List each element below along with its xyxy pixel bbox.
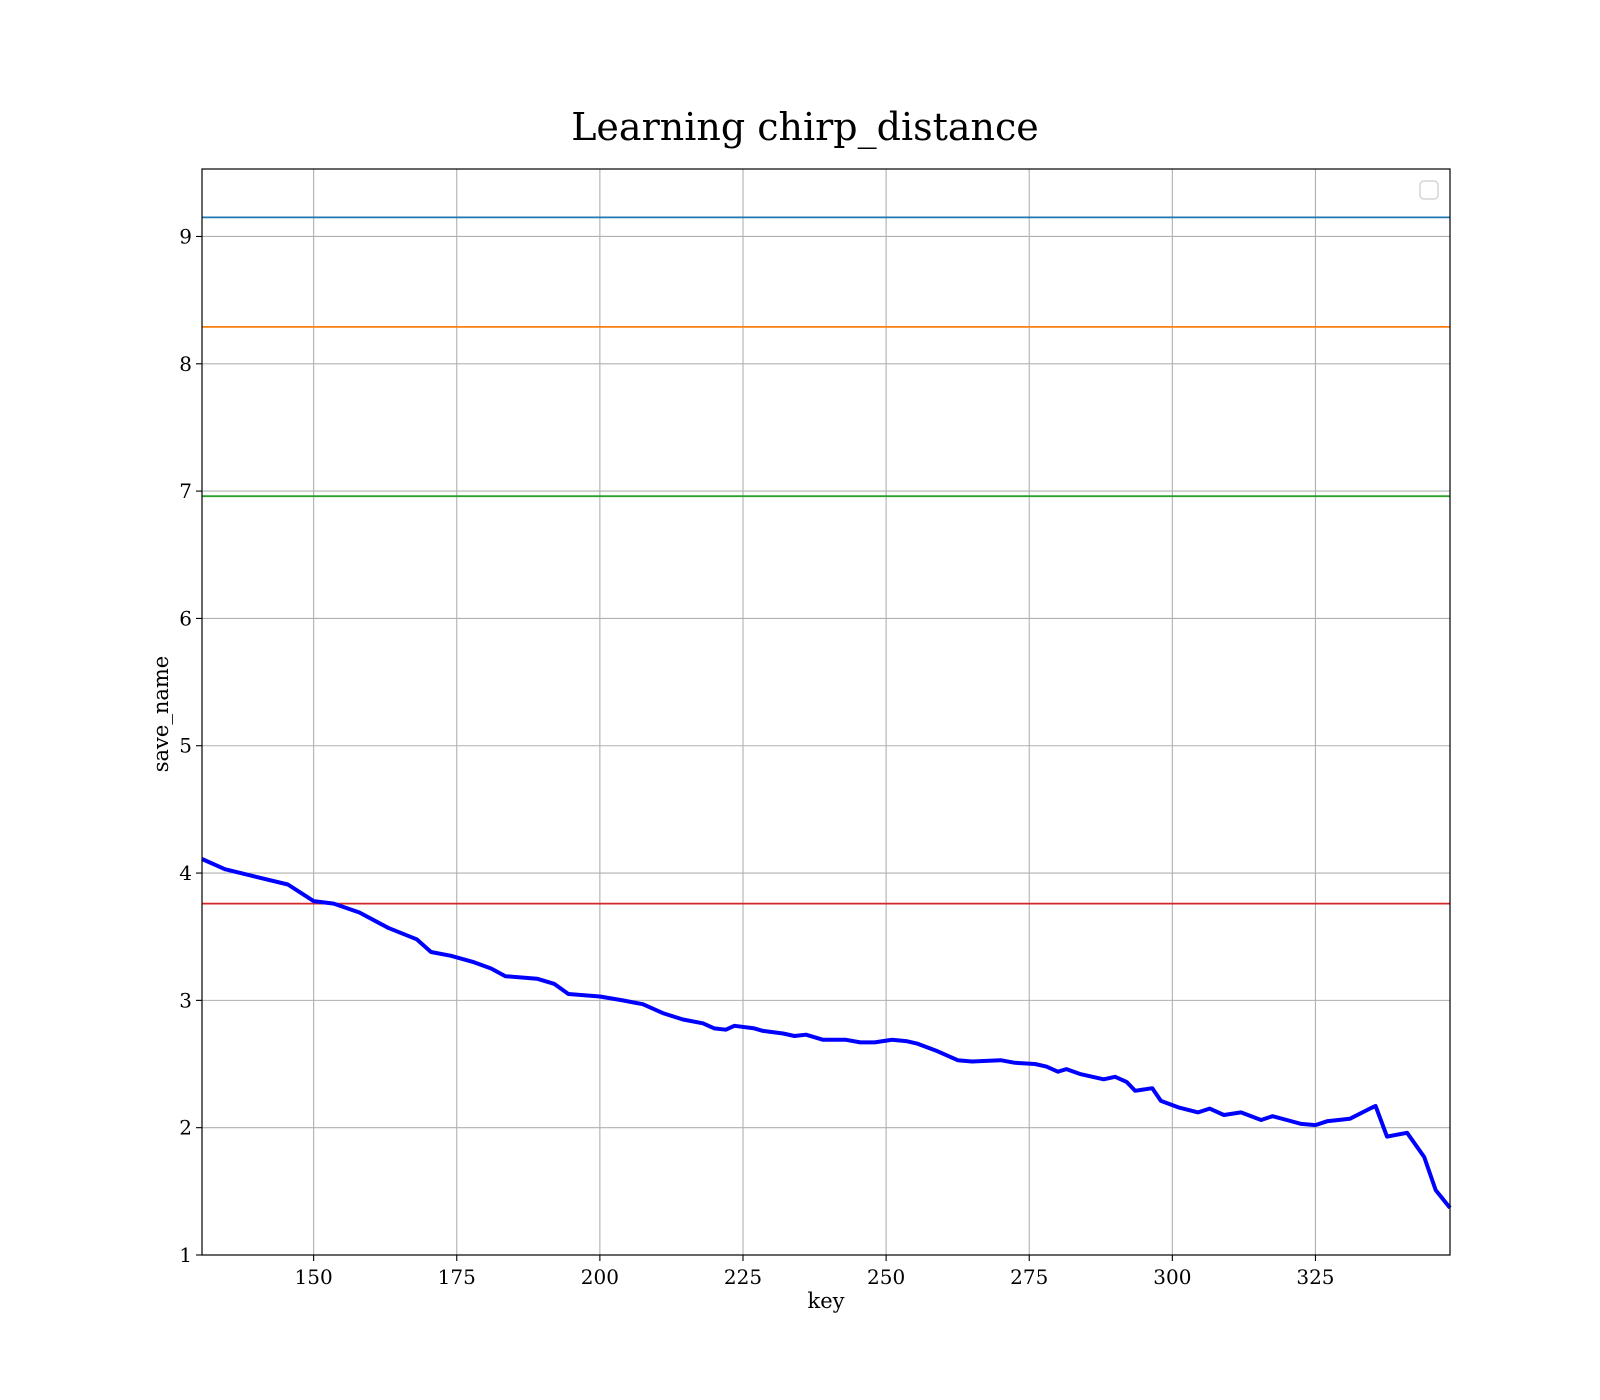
x-tick-label: 225: [724, 1265, 762, 1289]
chart-title: Learning chirp_distance: [571, 105, 1039, 150]
x-tick-label: 275: [1010, 1265, 1048, 1289]
y-tick-label: 8: [179, 352, 192, 376]
tick-layer: 150 175 200 225 250 275 300 325 1 2 3 4 5 6 7 8 9: [179, 224, 1334, 1289]
y-tick-label: 6: [179, 606, 192, 630]
y-tick-label: 2: [179, 1116, 192, 1140]
x-axis-label: key: [807, 1289, 844, 1313]
x-tick-label: 200: [581, 1265, 619, 1289]
x-tick-label: 150: [295, 1265, 333, 1289]
y-tick-label: 9: [179, 224, 192, 248]
x-tick-label: 250: [867, 1265, 905, 1289]
x-tick-label: 175: [438, 1265, 476, 1289]
x-tick-label: 325: [1296, 1265, 1334, 1289]
y-tick-label: 5: [179, 734, 192, 758]
series-layer: [201, 857, 1452, 1210]
plot-frame: [201, 168, 1451, 1256]
y-tick-label: 4: [179, 861, 192, 885]
x-tick-label: 300: [1153, 1265, 1191, 1289]
grid-layer: [202, 169, 1450, 1256]
y-tick-label: 1: [179, 1243, 192, 1267]
series-line: [201, 857, 1452, 1210]
legend-box: [1419, 180, 1439, 200]
y-tick-label: 7: [179, 479, 192, 503]
y-axis-label: save_name: [149, 656, 173, 772]
reference-lines: [202, 216, 1450, 905]
y-tick-label: 3: [179, 988, 192, 1012]
